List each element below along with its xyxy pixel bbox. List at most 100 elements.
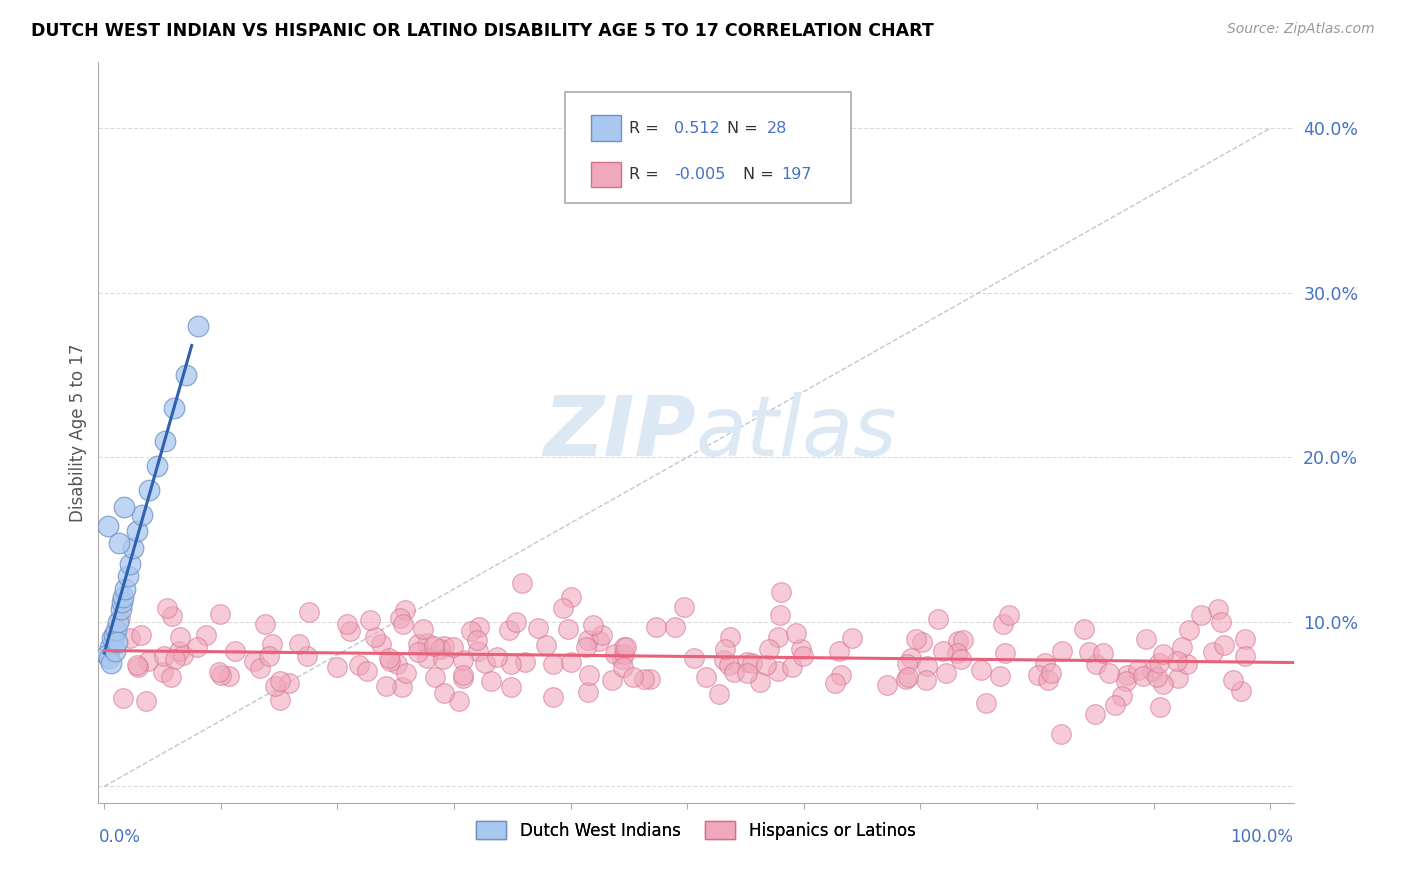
Point	[1111, 689, 1133, 703]
Point	[152, 648, 174, 663]
Point	[931, 644, 953, 658]
Point	[363, 630, 385, 644]
Point	[108, 611, 131, 625]
Point	[107, 615, 129, 629]
Point	[1206, 601, 1229, 615]
Point	[560, 590, 582, 604]
Point	[974, 696, 997, 710]
Point	[543, 690, 565, 705]
Point	[1126, 663, 1149, 677]
Point	[553, 600, 575, 615]
Point	[766, 630, 789, 644]
Point	[96, 648, 118, 662]
Point	[163, 401, 186, 415]
Point	[111, 595, 134, 609]
Point	[1115, 673, 1137, 688]
Point	[254, 617, 277, 632]
Point	[186, 640, 208, 654]
Point	[1234, 632, 1257, 646]
Point	[894, 672, 917, 686]
Point	[717, 657, 740, 672]
Text: N =: N =	[727, 120, 758, 136]
Point	[1209, 615, 1232, 629]
Point	[391, 617, 413, 632]
Point	[499, 657, 522, 671]
Point	[395, 666, 418, 681]
Text: 0.512: 0.512	[675, 120, 720, 136]
Point	[152, 665, 174, 680]
Point	[1084, 707, 1107, 722]
Point	[769, 585, 792, 599]
Point	[433, 686, 456, 700]
Point	[465, 633, 488, 648]
Point	[208, 665, 231, 679]
Point	[443, 640, 465, 655]
Point	[111, 590, 134, 604]
Point	[269, 673, 291, 688]
Point	[536, 638, 558, 652]
Point	[112, 691, 135, 706]
Point	[1189, 607, 1212, 622]
Point	[260, 637, 283, 651]
Point	[412, 623, 434, 637]
Point	[998, 607, 1021, 622]
Point	[1115, 668, 1137, 682]
Point	[347, 657, 370, 672]
Point	[603, 647, 626, 661]
Point	[416, 636, 439, 650]
Point	[988, 669, 1011, 683]
Text: R =: R =	[628, 120, 659, 136]
Point	[156, 600, 179, 615]
Point	[970, 663, 993, 677]
Point	[339, 624, 361, 638]
Point	[600, 673, 623, 687]
Point	[1050, 644, 1073, 658]
Point	[640, 672, 662, 686]
Point	[104, 644, 127, 658]
Point	[163, 651, 186, 665]
Point	[104, 623, 127, 637]
Point	[1222, 673, 1244, 687]
Point	[97, 519, 120, 533]
Point	[145, 458, 167, 473]
Point	[1073, 622, 1095, 636]
Point	[900, 651, 922, 665]
Point	[359, 613, 381, 627]
Point	[1049, 726, 1071, 740]
Point	[1171, 640, 1194, 654]
Point	[633, 672, 655, 686]
Point	[560, 655, 582, 669]
Point	[828, 643, 851, 657]
Point	[1213, 638, 1236, 652]
Point	[897, 670, 920, 684]
Text: Source: ZipAtlas.com: Source: ZipAtlas.com	[1227, 22, 1375, 37]
Point	[1033, 657, 1056, 671]
Point	[582, 618, 605, 632]
Point	[1230, 684, 1253, 698]
Point	[451, 667, 474, 681]
Point	[264, 679, 287, 693]
Point	[356, 665, 378, 679]
Point	[1233, 649, 1256, 664]
Point	[257, 649, 280, 664]
Point	[613, 647, 636, 661]
Point	[138, 483, 160, 498]
Point	[1132, 668, 1154, 682]
Point	[578, 668, 600, 682]
Point	[172, 648, 194, 662]
Point	[125, 524, 148, 539]
Point	[385, 657, 408, 671]
Point	[209, 668, 232, 682]
Point	[709, 687, 731, 701]
Text: 0.0%: 0.0%	[98, 828, 141, 846]
Point	[243, 654, 266, 668]
Point	[117, 568, 139, 582]
Point	[513, 655, 536, 669]
Point	[135, 694, 157, 708]
Point	[129, 628, 152, 642]
Point	[269, 693, 291, 707]
Point	[904, 632, 927, 646]
Y-axis label: Disability Age 5 to 17: Disability Age 5 to 17	[69, 343, 87, 522]
FancyBboxPatch shape	[591, 115, 620, 141]
Point	[391, 680, 413, 694]
